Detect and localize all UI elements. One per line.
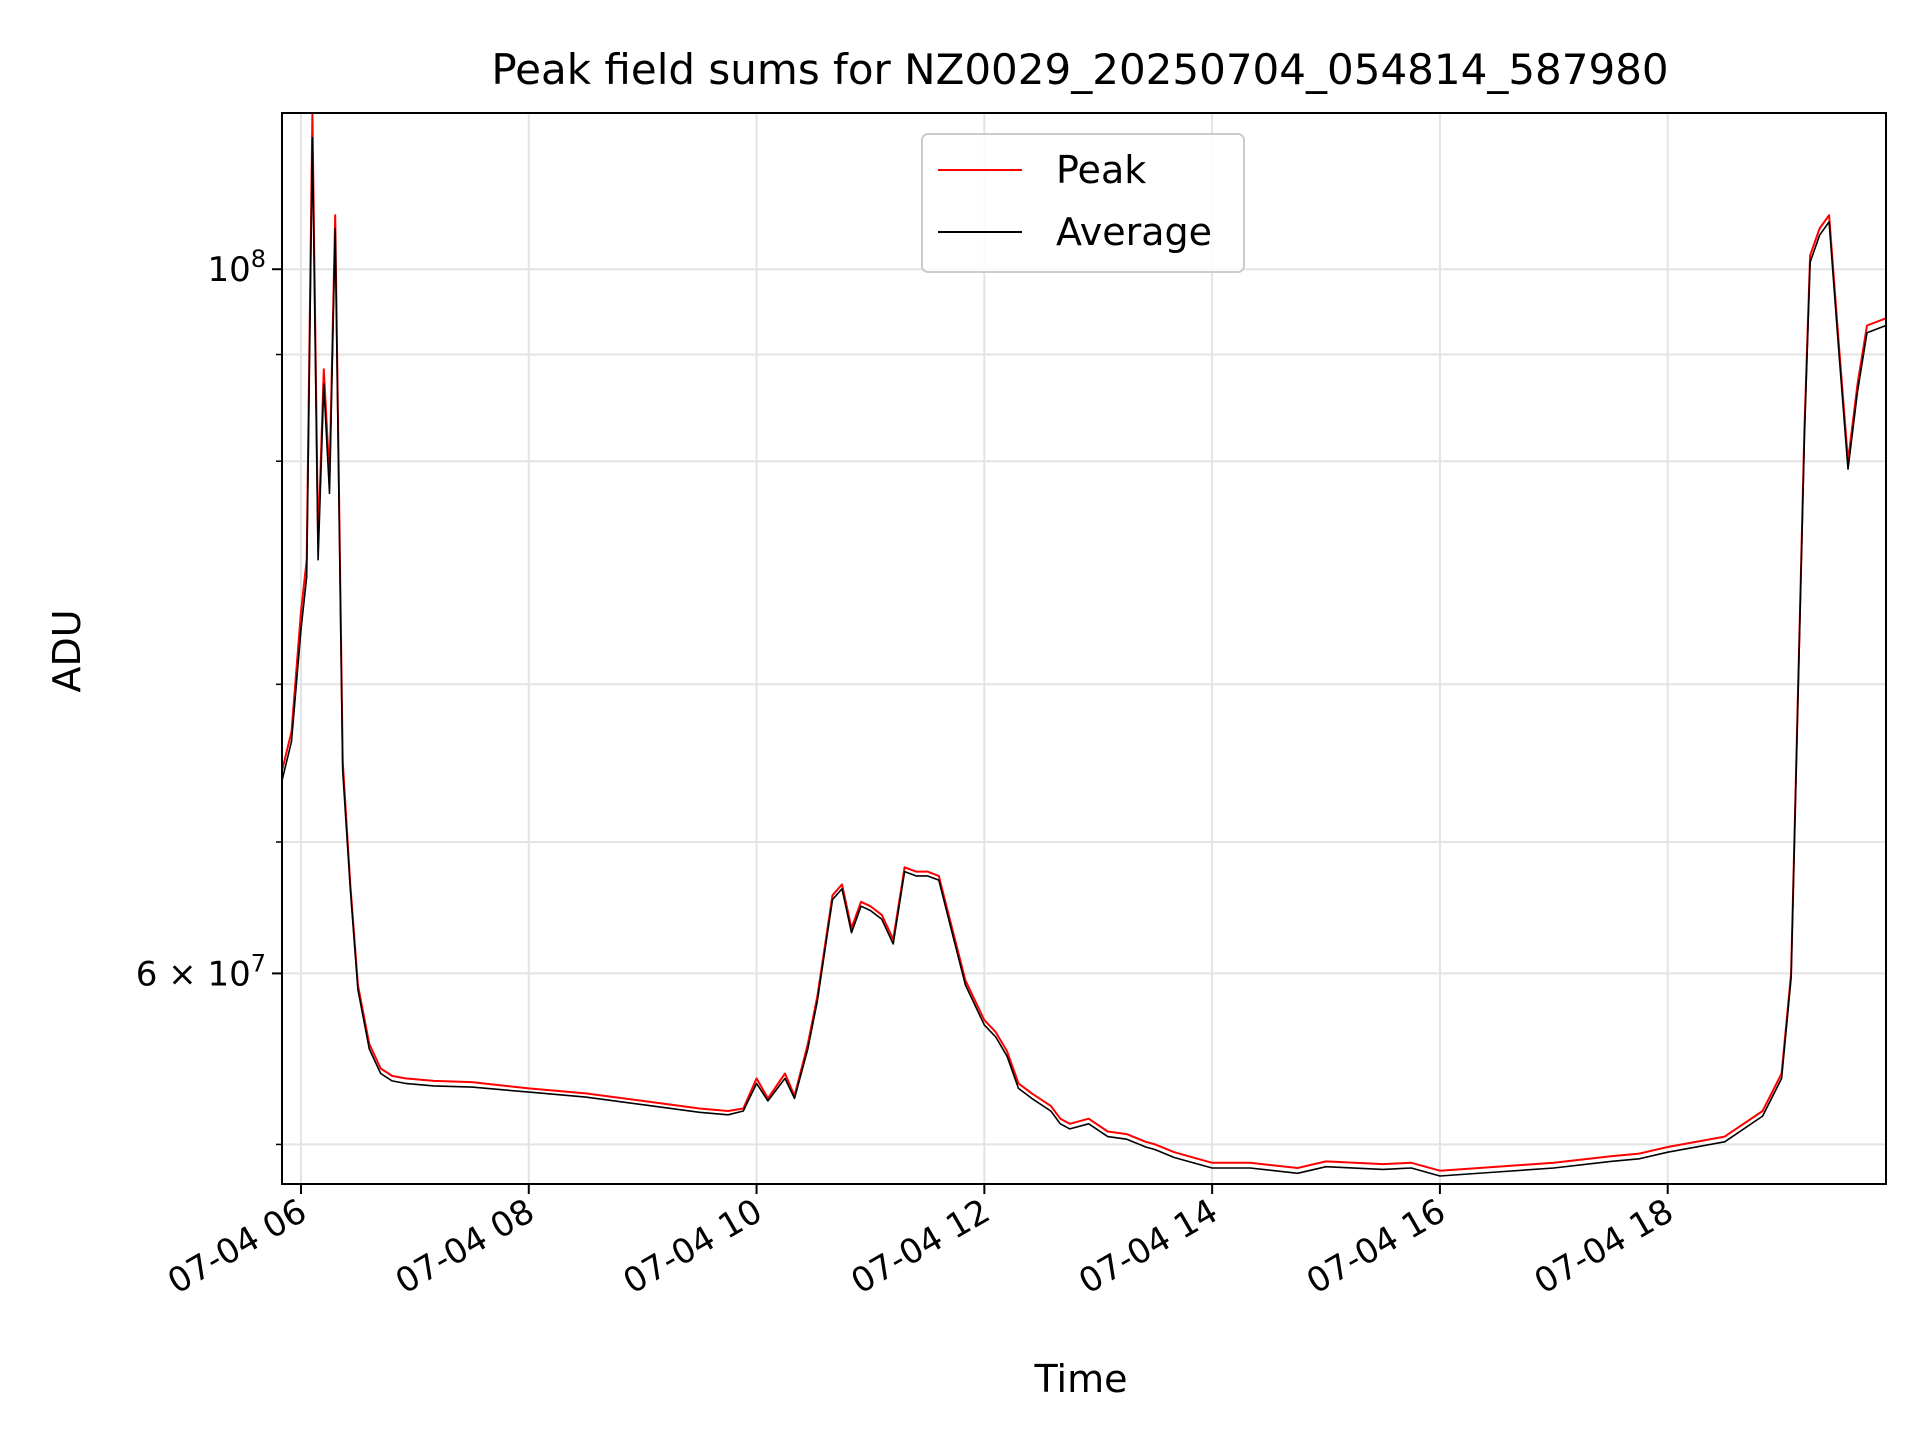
y-tick-label-exponent: 7 xyxy=(251,949,266,977)
legend-box xyxy=(921,133,1245,273)
y-tick-label-base: 10 xyxy=(207,250,250,290)
legend: Peak Average xyxy=(921,133,1245,273)
y-axis-label: ADU xyxy=(45,609,89,692)
axes-frame xyxy=(281,112,1887,1185)
chart-title: Peak field sums for NZ0029_20250704_0548… xyxy=(491,45,1668,94)
plot-area xyxy=(281,112,1887,1177)
legend-label-peak: Peak xyxy=(1056,148,1146,192)
series-line-average xyxy=(281,137,1887,1177)
x-axis-label: Time xyxy=(1034,1357,1128,1401)
series-line-peak xyxy=(281,112,1887,1172)
legend-label-average: Average xyxy=(1056,210,1212,254)
y-tick-label-base: 6 × 10 xyxy=(136,954,251,994)
y-tick-label-exponent: 8 xyxy=(251,245,266,273)
y-tick-label: 6 × 107 xyxy=(136,949,266,994)
y-tick-label: 108 xyxy=(207,245,266,290)
